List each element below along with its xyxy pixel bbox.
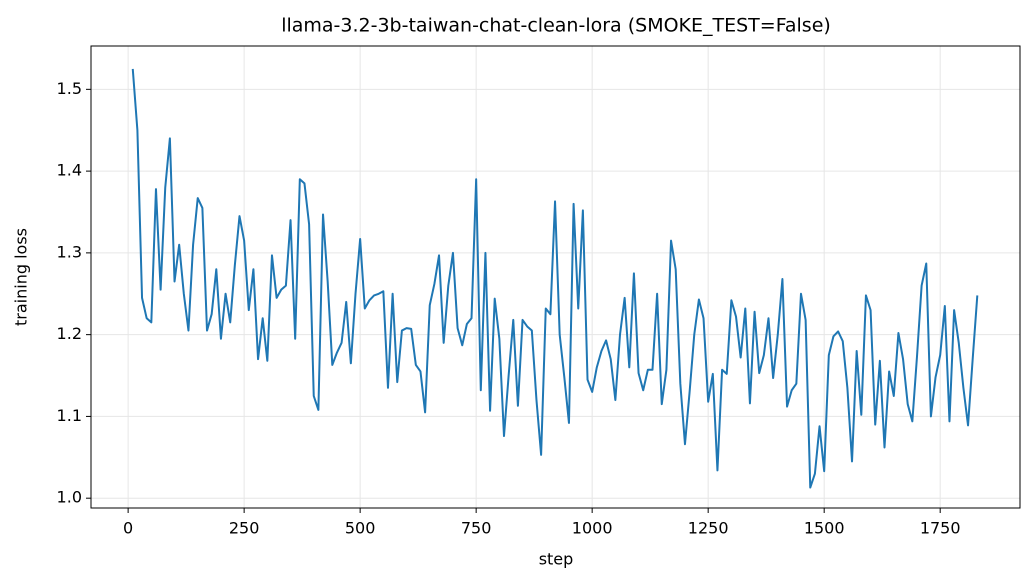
grid bbox=[91, 46, 1020, 508]
x-tick-label: 750 bbox=[461, 519, 492, 538]
chart-title: llama-3.2-3b-taiwan-chat-clean-lora (SMO… bbox=[281, 15, 831, 37]
y-tick-label: 1.4 bbox=[57, 161, 82, 180]
x-tick-label: 1750 bbox=[920, 519, 961, 538]
x-tick-label: 0 bbox=[123, 519, 133, 538]
x-tick-label: 500 bbox=[345, 519, 376, 538]
x-tick-label: 250 bbox=[229, 519, 260, 538]
plot bbox=[131, 68, 979, 489]
x-tick-label: 1500 bbox=[804, 519, 845, 538]
x-axis-label: step bbox=[539, 550, 574, 569]
series-line bbox=[131, 68, 979, 489]
y-tick-label: 1.2 bbox=[57, 324, 82, 343]
y-tick-label: 1.3 bbox=[57, 242, 82, 261]
y-tick-label: 1.1 bbox=[57, 406, 82, 425]
y-axis-label: training loss bbox=[12, 228, 31, 326]
x-tick-label: 1000 bbox=[572, 519, 613, 538]
y-tick-label: 1.5 bbox=[57, 79, 82, 98]
plot-frame bbox=[90, 45, 1021, 509]
x-tick-label: 1250 bbox=[688, 519, 729, 538]
y-tick-label: 1.0 bbox=[57, 488, 82, 507]
